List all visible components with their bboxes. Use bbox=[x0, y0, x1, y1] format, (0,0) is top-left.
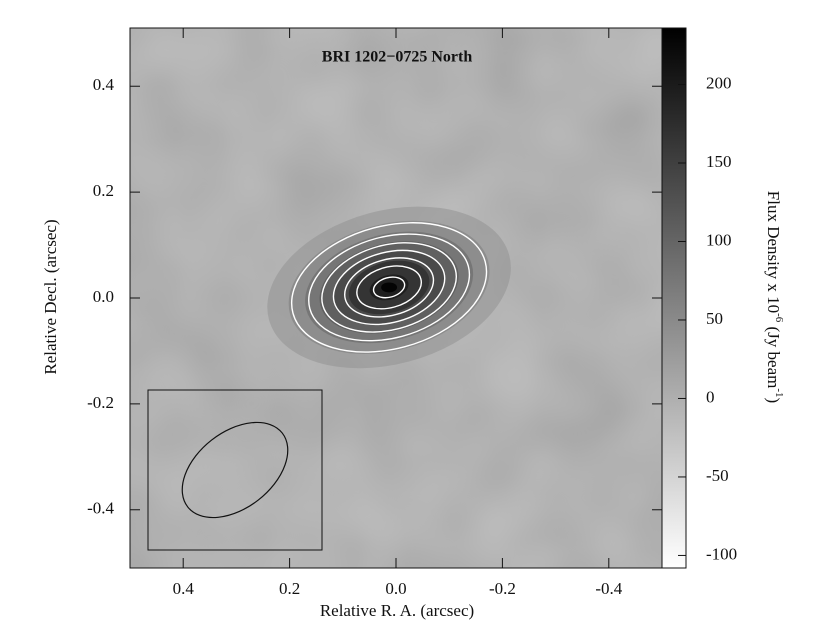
contour bbox=[372, 276, 406, 299]
colorbar-tick-label: 0 bbox=[706, 387, 715, 406]
beam-box bbox=[147, 389, 323, 551]
colorbar-tick-label: 150 bbox=[706, 152, 732, 171]
y-tick-label: -0.2 bbox=[87, 393, 114, 412]
y-axis-label: Relative Decl. (arcsec) bbox=[41, 219, 60, 374]
contour bbox=[290, 222, 488, 353]
colorbar-label: Flux Density x 10-6 (Jy beam-1) bbox=[764, 191, 785, 403]
colorbar-label-part: ) bbox=[764, 398, 783, 404]
colorbar bbox=[661, 27, 687, 569]
map bbox=[130, 28, 662, 568]
contour bbox=[308, 233, 471, 342]
contour bbox=[344, 257, 435, 318]
y-tick-label: 0.2 bbox=[93, 181, 114, 200]
x-axis-label: Relative R. A. (arcsec) bbox=[320, 601, 474, 620]
x-tick-label: 0.0 bbox=[385, 579, 406, 598]
contour bbox=[321, 242, 458, 333]
x-tick-label: 0.2 bbox=[279, 579, 300, 598]
x-tick-label: -0.2 bbox=[489, 579, 516, 598]
y-tick-label: 0.4 bbox=[93, 75, 115, 94]
source-peak bbox=[381, 282, 398, 293]
colorbar-tick-label: 50 bbox=[706, 309, 723, 328]
colorbar-label-sup: -6 bbox=[773, 313, 785, 323]
colorbar-tick-label: -50 bbox=[706, 466, 729, 485]
colorbar-label-part: Flux Density x 10 bbox=[764, 191, 783, 313]
colorbar-tick-label: -100 bbox=[706, 544, 737, 563]
colorbar-label-sup: -1 bbox=[773, 388, 785, 397]
x-tick-label: -0.4 bbox=[595, 579, 622, 598]
colorbar-label-part: (Jy beam bbox=[764, 322, 783, 388]
chart-title: BRI 1202−0725 North bbox=[322, 49, 473, 66]
y-tick-label: -0.4 bbox=[87, 499, 114, 518]
contour bbox=[356, 265, 422, 310]
x-tick-label: 0.4 bbox=[173, 579, 195, 598]
colorbar-tick-label: 200 bbox=[706, 73, 732, 92]
y-tick-label: 0.0 bbox=[93, 287, 114, 306]
colorbar-tick-label: 100 bbox=[706, 230, 732, 249]
beam-ellipse bbox=[181, 421, 289, 519]
contour bbox=[332, 249, 446, 326]
